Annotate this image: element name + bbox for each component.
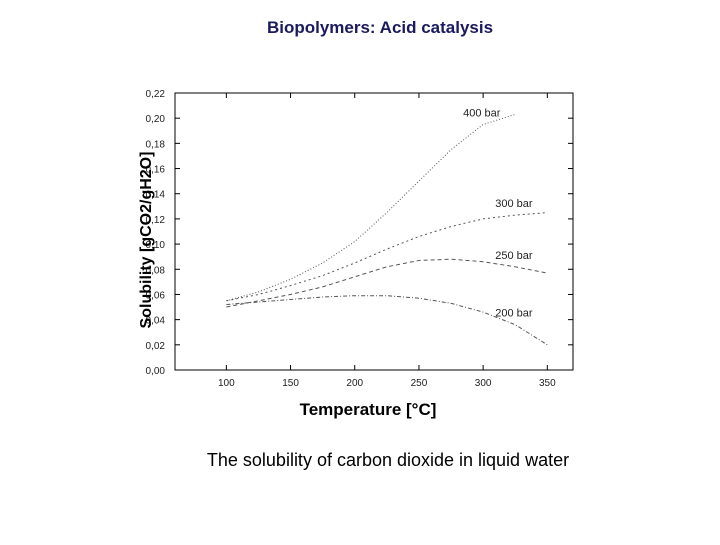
y-axis-ticks: 0,00 0,02 0,04 0,06 0,08 0,10 0,12 0,14 0,16 0,18… [146, 89, 573, 377]
x-tick-label: 350 [539, 378, 556, 389]
x-tick-label: 200 [346, 378, 363, 389]
y-tick-label: 0,18 [146, 139, 166, 150]
plot-frame [174, 92, 574, 371]
series-line-200-bar [226, 295, 548, 346]
x-tick-label: 100 [218, 378, 235, 389]
y-tick-label: 0,00 [146, 366, 166, 377]
y-tick-label: 0,14 [146, 190, 166, 201]
y-tick-label: 0,08 [146, 265, 166, 276]
series-labels: 400 bar 300 bar 250 bar 200 bar [463, 107, 533, 319]
x-tick-label: 300 [475, 378, 492, 389]
x-axis-title: Temperature [°C] [300, 400, 437, 419]
x-tick-label: 150 [282, 378, 299, 389]
series-label: 300 bar [495, 198, 533, 210]
slide-caption: The solubility of carbon dioxide in liqu… [206, 450, 570, 470]
y-tick-label: 0,10 [146, 240, 166, 251]
series-line-400-bar [226, 113, 516, 302]
x-axis-ticks: 100 150 200 250 300 350 [218, 93, 556, 389]
x-tick-label: 250 [411, 378, 428, 389]
y-tick-label: 0,06 [146, 290, 166, 301]
series-label: 400 bar [463, 107, 501, 119]
y-tick-label: 0,20 [146, 114, 166, 125]
y-tick-label: 0,02 [146, 341, 166, 352]
y-tick-label: 0,22 [146, 89, 166, 100]
series-line-300-bar [226, 212, 548, 302]
series-label: 250 bar [495, 250, 533, 262]
y-tick-label: 0,04 [146, 316, 166, 327]
y-axis-title: Solubility [gCO2/gH2O] [138, 152, 155, 329]
series-line-250-bar [226, 258, 548, 308]
series-label: 200 bar [495, 308, 533, 320]
slide-title: Biopolymers: Acid catalysis [266, 18, 494, 37]
y-tick-label: 0,12 [146, 215, 166, 226]
y-tick-label: 0,16 [146, 165, 166, 176]
series-lines [226, 113, 548, 346]
